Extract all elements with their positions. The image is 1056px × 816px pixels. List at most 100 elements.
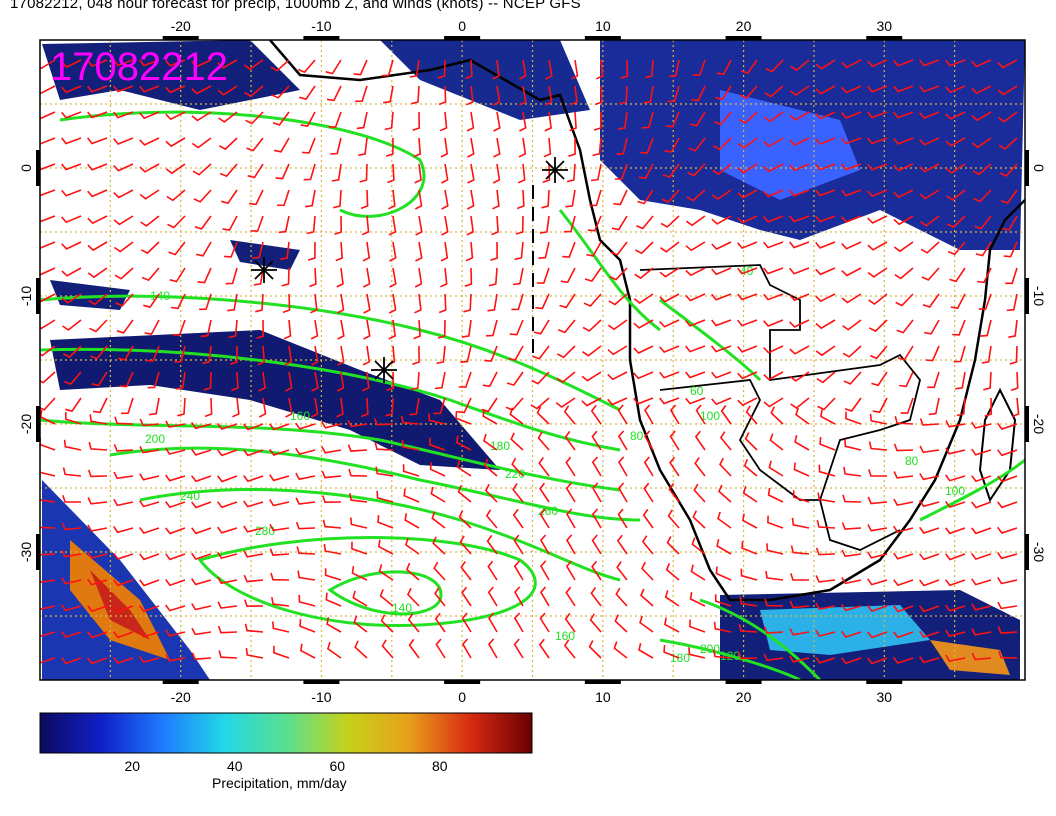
- wind-barb: [997, 475, 1018, 483]
- wind-barb: [971, 603, 992, 611]
- wind-barb: [61, 59, 82, 69]
- wind-barb: [997, 85, 1018, 96]
- wind-barb: [636, 215, 654, 230]
- wind-barb: [688, 647, 706, 659]
- wind-barb: [763, 267, 784, 275]
- wind-barb: [191, 552, 212, 560]
- wind-barb: [460, 345, 472, 363]
- wind-barb: [685, 215, 706, 227]
- wind-barb: [165, 420, 186, 428]
- wind-barb: [711, 345, 732, 353]
- wind-barb: [919, 472, 940, 481]
- wind-barb: [311, 345, 319, 366]
- wind-barb: [487, 560, 498, 581]
- wind-barb: [322, 519, 342, 529]
- wind-barb: [513, 638, 524, 659]
- wind-barb: [352, 590, 368, 607]
- wind-barb: [406, 587, 420, 607]
- wind-barb: [482, 371, 498, 388]
- wind-barb: [588, 640, 602, 659]
- wind-barb: [307, 241, 316, 261]
- wind-barb: [434, 612, 446, 633]
- wind-barb: [971, 137, 992, 149]
- wind-barb: [539, 586, 550, 607]
- wind-barb: [310, 293, 318, 314]
- wind-barb: [413, 319, 421, 340]
- contour-line: [139, 488, 621, 582]
- wind-barb: [458, 371, 472, 388]
- wind-barb: [536, 406, 550, 425]
- wind-barb: [544, 111, 552, 132]
- wind-barb: [867, 496, 888, 505]
- wind-barb: [919, 189, 940, 200]
- wind-barb: [414, 189, 423, 210]
- wind-barb: [140, 215, 160, 227]
- wind-barb: [258, 371, 266, 392]
- wind-barb: [610, 241, 628, 256]
- wind-barb: [719, 457, 732, 477]
- wind-barb: [245, 111, 264, 125]
- wind-barb: [711, 267, 732, 276]
- wind-barb: [113, 656, 134, 664]
- wind-barb: [61, 215, 82, 224]
- wind-barb: [945, 474, 966, 482]
- wind-barb: [113, 137, 134, 145]
- wind-barb: [893, 59, 914, 67]
- chart-title: 17082212, 048 hour forecast for precip, …: [10, 0, 581, 12]
- wind-barb: [277, 189, 290, 207]
- wind-barb: [712, 163, 732, 176]
- contour-line: [197, 536, 537, 628]
- wind-barb: [643, 456, 654, 477]
- wind-barb: [113, 605, 134, 613]
- wind-barb: [389, 241, 397, 262]
- wind-barb: [487, 293, 498, 312]
- precip-area: [90, 570, 150, 640]
- wind-barb: [347, 444, 368, 452]
- wind-barb: [191, 59, 212, 68]
- precip-area: [50, 330, 500, 470]
- wind-barb: [87, 631, 108, 639]
- wind-barb: [411, 85, 420, 105]
- wind-barb: [867, 241, 888, 251]
- wind-barb: [737, 267, 758, 275]
- wind-barb: [336, 267, 344, 288]
- wind-barb: [376, 490, 394, 503]
- contour-label: 80: [905, 454, 919, 468]
- wind-barb: [361, 371, 370, 392]
- wind-barb: [867, 189, 888, 198]
- wind-barb: [435, 638, 446, 659]
- wind-barb: [143, 293, 160, 309]
- wind-barb: [87, 551, 108, 559]
- wind-barb: [770, 406, 784, 425]
- wind-barb: [139, 630, 160, 638]
- wind-barb: [841, 85, 862, 94]
- wind-barb: [633, 293, 654, 304]
- wind-barb: [113, 552, 134, 560]
- wind-barb: [998, 111, 1018, 123]
- wind-barb: [218, 650, 238, 659]
- wind-barb: [841, 267, 862, 277]
- wind-barb: [535, 293, 550, 310]
- wind-barb: [613, 641, 628, 659]
- wind-barb: [248, 189, 264, 206]
- wind-barb: [971, 111, 992, 122]
- wind-barb: [619, 85, 628, 105]
- wind-barb: [540, 560, 550, 581]
- colorbar-tick-label: 20: [124, 758, 141, 774]
- wind-barb: [841, 59, 862, 69]
- wind-barb: [815, 293, 836, 303]
- madagascar-coastline: [978, 387, 1017, 503]
- wind-barb: [590, 587, 602, 607]
- wind-barb: [490, 241, 498, 261]
- wind-barb: [712, 649, 732, 659]
- wind-barb: [512, 267, 524, 286]
- wind-barb: [87, 657, 108, 665]
- wind-barb: [895, 293, 914, 307]
- wind-barb: [745, 405, 758, 425]
- wind-barb: [617, 482, 628, 503]
- wind-barb: [945, 501, 966, 509]
- wind-barb: [40, 397, 56, 411]
- wind-barb: [997, 626, 1018, 634]
- wind-barb: [88, 293, 108, 306]
- wind-barb: [769, 433, 784, 451]
